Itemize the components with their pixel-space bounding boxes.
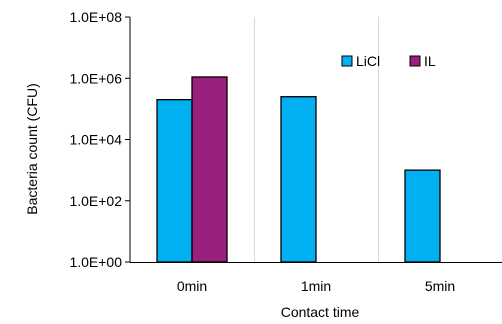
bar-il-0min [191,76,228,263]
legend-label-il: IL [424,53,436,69]
x-tick-label: 5min [425,278,455,294]
x-axis-ticks: 0min 1min 5min [177,278,455,294]
legend-swatch-il [409,55,421,67]
legend-label-licl: LiCl [356,53,380,69]
y-axis-title: Bacteria count (CFU) [24,83,40,214]
y-tick-label: 1.0E+08 [69,9,122,25]
bar-licl-5min [404,169,441,263]
x-tick-label: 1min [301,278,331,294]
y-tick-label: 1.0E+06 [69,70,122,86]
x-axis-title: Contact time [281,304,360,320]
legend: LiCl IL [341,53,436,69]
bar-licl-0min [156,99,193,263]
bar-licl-1min [280,96,317,263]
bars [156,76,441,263]
y-tick-label: 1.0E+04 [69,132,122,148]
x-tick-label: 0min [177,278,207,294]
y-axis-ticks: 1.0E+00 1.0E+02 1.0E+04 1.0E+06 1.0E+08 [69,9,130,270]
legend-swatch-licl [341,55,353,67]
y-tick-label: 1.0E+02 [69,193,122,209]
gridlines [254,17,379,262]
y-tick-label: 1.0E+00 [69,254,122,270]
